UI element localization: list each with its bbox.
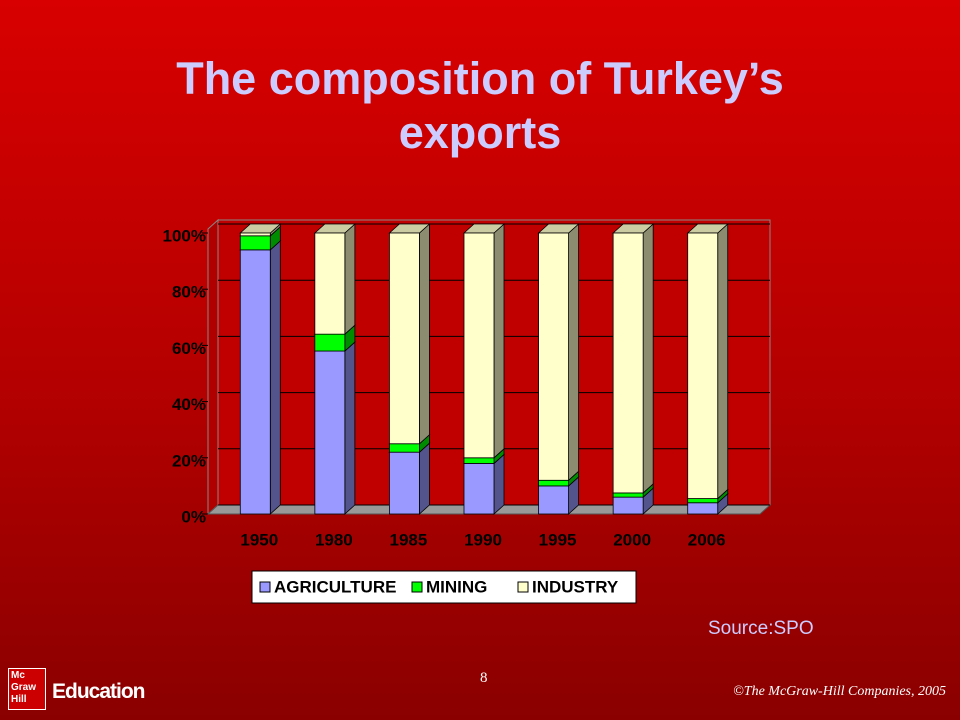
- bar-side: [642, 223, 654, 494]
- bar-segment: [687, 498, 719, 504]
- x-tick-label: 1990: [464, 530, 502, 549]
- bar-side: [568, 223, 579, 482]
- bar-segment: [538, 232, 569, 481]
- bar-segment: [314, 350, 346, 515]
- bar-segment: [538, 479, 569, 487]
- legend-swatch: [517, 581, 529, 593]
- y-tick-label: 80%: [172, 283, 206, 302]
- legend-label: MINING: [426, 577, 487, 596]
- bar-segment: [463, 232, 495, 459]
- y-tick-label: 60%: [172, 339, 206, 358]
- legend-box: [251, 570, 637, 604]
- bar-side: [717, 223, 729, 500]
- bar-side: [419, 442, 430, 515]
- logo-text: Education: [52, 680, 146, 703]
- legend-label: AGRICULTURE: [274, 577, 396, 596]
- logo-mark: Mc Graw Hill: [8, 668, 46, 710]
- x-tick-label: 2000: [613, 530, 651, 549]
- bar-segment: [463, 463, 495, 515]
- x-tick-label: 2006: [688, 530, 726, 549]
- legend-label: INDUSTRY: [532, 577, 619, 596]
- copyright: ©The McGraw-Hill Companies, 2005: [733, 684, 946, 699]
- y-tick-label: 100%: [163, 226, 206, 245]
- page-number: 8: [480, 670, 488, 686]
- bar-side: [493, 223, 505, 459]
- bar-segment: [463, 457, 495, 464]
- slide-title: The composition of Turkey’s exports: [176, 53, 784, 158]
- bar-segment: [612, 232, 644, 494]
- bar-segment: [538, 485, 569, 515]
- bar-segment: [389, 451, 420, 515]
- left-wall: [207, 218, 219, 516]
- bar-segment: [314, 333, 346, 352]
- x-tick-label: 1985: [390, 530, 428, 549]
- bar-side: [344, 341, 356, 515]
- y-tick-label: 40%: [172, 395, 206, 414]
- bar-segment: [239, 249, 271, 515]
- x-tick-label: 1995: [539, 530, 577, 549]
- bar-segment: [314, 232, 346, 335]
- bar-segment: [612, 492, 644, 498]
- bar-segment: [687, 502, 719, 515]
- bar-segment: [687, 232, 719, 499]
- bar-side: [269, 239, 281, 515]
- bar-segment: [612, 496, 644, 515]
- x-tick-label: 1950: [240, 530, 278, 549]
- bar-side: [344, 223, 356, 336]
- y-tick-label: 20%: [172, 451, 206, 470]
- bar-side: [419, 223, 430, 445]
- legend-swatch: [259, 581, 271, 593]
- bar-segment: [389, 443, 420, 453]
- x-tick-label: 1980: [315, 530, 353, 549]
- bar-segment: [239, 232, 271, 237]
- source-note: Source:SPO: [708, 618, 814, 639]
- y-tick-label: 0%: [181, 507, 206, 526]
- legend-swatch: [411, 581, 423, 593]
- bar-segment: [389, 232, 420, 445]
- bar-segment: [239, 235, 271, 251]
- bar-side: [493, 453, 505, 515]
